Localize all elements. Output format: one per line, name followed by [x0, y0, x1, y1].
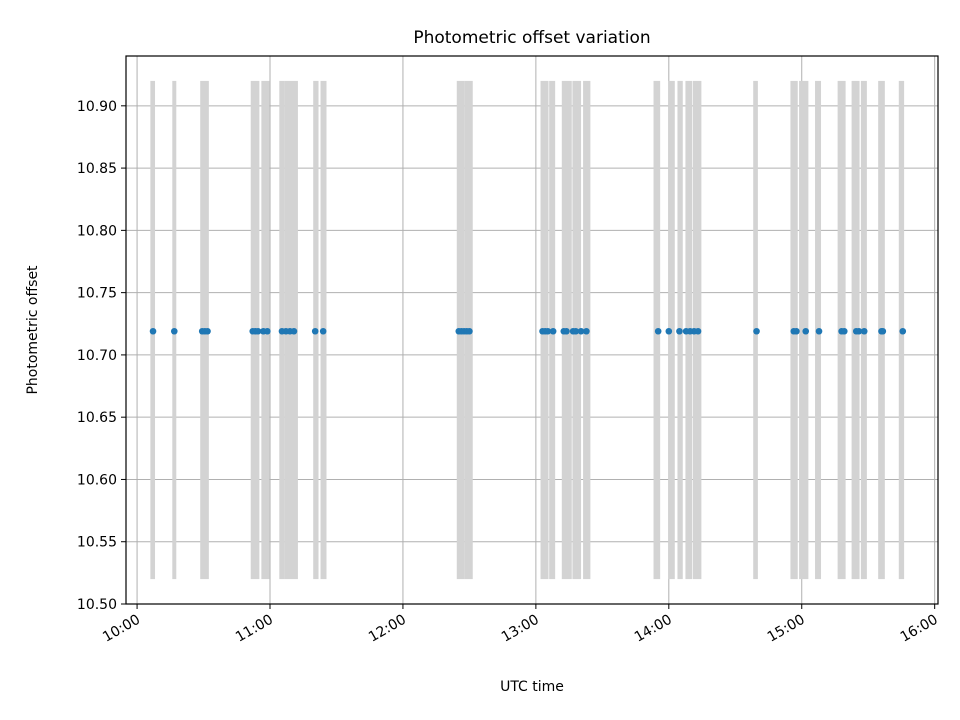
data-point [170, 327, 178, 335]
data-point [311, 327, 319, 335]
data-point [544, 327, 552, 335]
data-point [290, 327, 298, 335]
x-tick-label: 10:00 [100, 612, 143, 646]
data-point [654, 327, 662, 335]
data-point [899, 327, 907, 335]
y-tick-label: 10.55 [77, 535, 117, 551]
data-point [694, 327, 702, 335]
data-point [583, 327, 590, 335]
data-point [793, 327, 800, 335]
y-tick-label: 10.90 [77, 99, 117, 115]
data-point [840, 327, 848, 335]
data-point [264, 327, 271, 335]
y-tick-label: 10.60 [77, 472, 117, 488]
y-tick-label: 10.65 [77, 410, 117, 426]
y-tick-label: 10.50 [77, 597, 117, 613]
y-tick-label: 10.85 [77, 161, 117, 177]
data-point [254, 327, 262, 335]
x-tick-label: 11:00 [233, 612, 276, 646]
x-axis-label: UTC time [500, 679, 564, 695]
y-axis-label: Photometric offset [25, 265, 41, 395]
x-tick-label: 16:00 [898, 612, 941, 646]
data-point [802, 327, 810, 335]
data-point [149, 327, 157, 335]
data-point [572, 327, 580, 335]
data-point [676, 327, 683, 335]
x-tick-label: 12:00 [366, 612, 409, 646]
x-tick-label: 13:00 [499, 612, 542, 646]
data-point [319, 327, 327, 335]
data-point [855, 327, 863, 335]
data-point [466, 327, 473, 335]
plot-frame [125, 55, 939, 605]
y-axis-ticks: 10.50 10.55 10.60 10.65 10.70 10.75 10.80 10.85… [77, 99, 126, 613]
point-layer [149, 327, 907, 335]
data-point [753, 327, 760, 335]
data-point [665, 327, 673, 335]
data-point [879, 327, 887, 335]
data-point [563, 327, 570, 335]
x-tick-label: 14:00 [632, 612, 675, 646]
x-tick-label: 15:00 [765, 612, 808, 646]
chart-title: Photometric offset variation [413, 28, 650, 48]
data-point [860, 327, 868, 335]
y-tick-label: 10.75 [77, 286, 117, 302]
x-axis-ticks: 10:00 11:00 12:00 13:00 14:00 15:00 16:00 [100, 604, 941, 646]
data-point [577, 327, 585, 335]
y-tick-label: 10.80 [77, 223, 117, 239]
data-point [815, 327, 823, 335]
y-tick-label: 10.70 [77, 348, 117, 364]
data-point [204, 327, 211, 335]
data-point [549, 327, 557, 335]
